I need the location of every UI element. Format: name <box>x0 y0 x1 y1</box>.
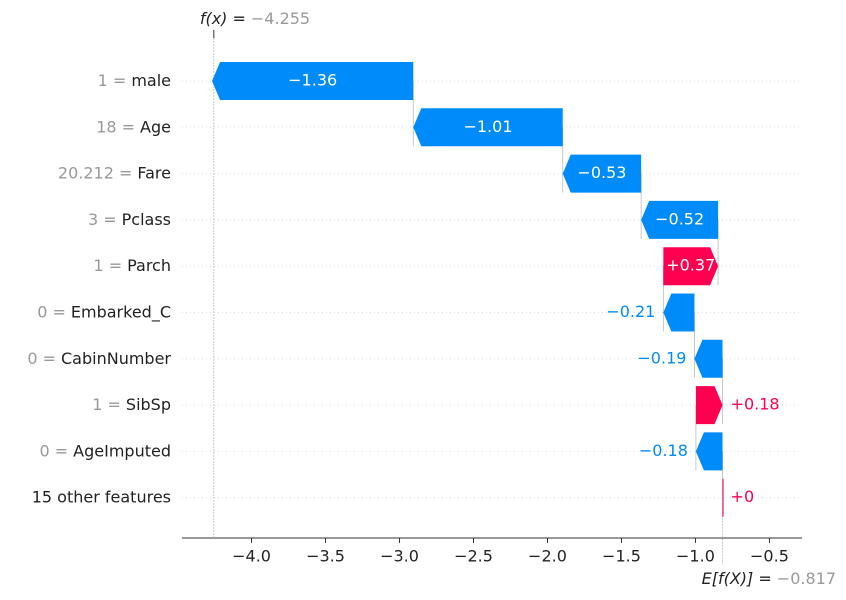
bar <box>562 154 642 193</box>
feature-name: Parch <box>127 256 171 275</box>
feature-name: CabinNumber <box>61 348 171 367</box>
feature-label: 1 = SibSp <box>92 395 171 414</box>
value-label: −0.18 <box>639 441 688 460</box>
x-tick-label: −0.5 <box>750 547 789 566</box>
value-label: −1.01 <box>463 117 512 136</box>
bar <box>212 62 414 100</box>
feature-value: 0 = <box>27 348 56 367</box>
feature-name: SibSp <box>126 395 171 414</box>
x-tick-label: −1.5 <box>602 547 641 566</box>
feature-name: Embarked_C <box>71 302 171 322</box>
feature-value: 1 = <box>92 395 121 414</box>
feature-label: 0 = Embarked_C <box>37 302 171 322</box>
feature-name: Fare <box>137 163 171 182</box>
feature-value: 0 = <box>40 441 69 460</box>
feature-name: 15 other features <box>32 487 171 506</box>
bar <box>695 386 723 425</box>
base-name: E[f(X)] = <box>702 569 772 588</box>
feature-name: AgeImputed <box>73 441 171 460</box>
x-tick-label: −3.5 <box>306 547 345 566</box>
x-tick-label: −3.0 <box>380 547 419 566</box>
bar <box>641 200 719 239</box>
value-label: −0.53 <box>577 163 626 182</box>
x-tick-label: −1.0 <box>676 547 715 566</box>
bar <box>663 247 719 286</box>
feature-name: Pclass <box>122 209 171 228</box>
bar <box>663 293 695 332</box>
feature-name: male <box>131 71 171 90</box>
bar <box>694 339 723 378</box>
feature-label: 1 = male <box>98 71 171 90</box>
feature-label: 0 = AgeImputed <box>40 441 172 460</box>
bar <box>413 108 563 147</box>
feature-label: 0 = CabinNumber <box>27 348 171 367</box>
bar <box>722 478 724 517</box>
feature-value: 3 = <box>88 209 117 228</box>
value-label: −1.36 <box>288 71 337 90</box>
feature-value: 1 = <box>93 256 122 275</box>
value-label: +0 <box>731 487 755 506</box>
feature-value: 20.212 = <box>58 163 132 182</box>
value-label: +0.37 <box>666 256 715 275</box>
value-label: −0.21 <box>606 302 655 321</box>
x-tick-label: −2.5 <box>454 547 493 566</box>
feature-value: 18 = <box>96 117 135 136</box>
x-tick-label: −4.0 <box>232 547 271 566</box>
feature-label: 1 = Parch <box>93 256 171 275</box>
feature-name: Age <box>140 117 171 136</box>
base-label: E[f(X)] = −0.817 <box>702 569 836 588</box>
x-tick-label: −2.0 <box>528 547 567 566</box>
output-name: f(x) = <box>200 9 246 28</box>
bar <box>695 432 723 471</box>
value-label: −0.52 <box>655 209 704 228</box>
value-label: +0.18 <box>731 395 780 414</box>
feature-value: 0 = <box>37 302 66 321</box>
feature-label: 20.212 = Fare <box>58 163 171 182</box>
feature-label: 18 = Age <box>96 117 171 136</box>
feature-label: 15 other features <box>32 487 171 506</box>
output-label: f(x) = −4.255 <box>200 9 310 28</box>
base-value: −0.817 <box>777 569 836 588</box>
feature-value: 1 = <box>98 71 127 90</box>
value-label: −0.19 <box>637 348 686 367</box>
feature-label: 3 = Pclass <box>88 209 171 228</box>
output-value: −4.255 <box>251 9 310 28</box>
